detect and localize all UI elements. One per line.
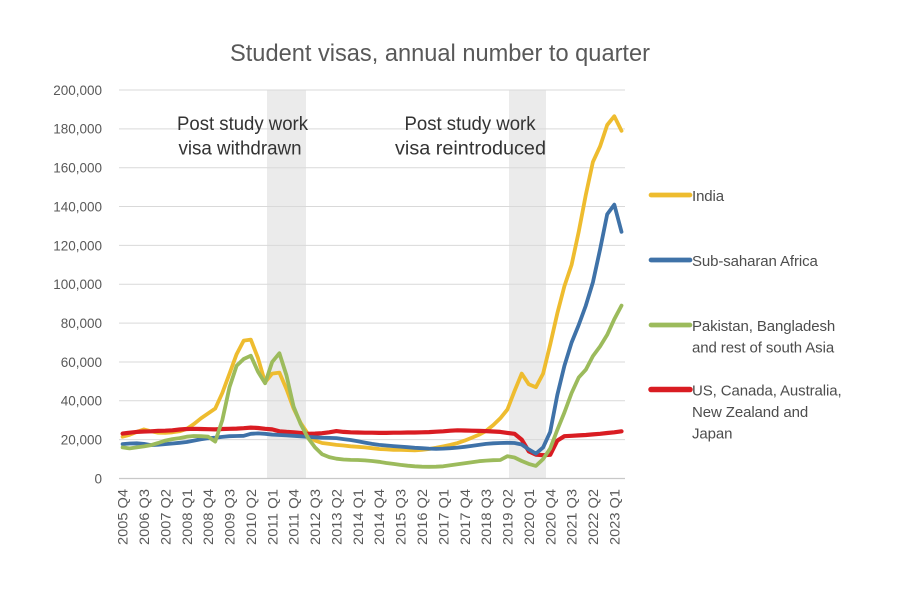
svg-text:80,000: 80,000: [61, 316, 102, 331]
svg-text:2013 Q2: 2013 Q2: [329, 489, 345, 545]
svg-text:2017 Q4: 2017 Q4: [457, 489, 473, 545]
svg-text:2007 Q2: 2007 Q2: [157, 489, 173, 545]
svg-text:2011 Q4: 2011 Q4: [286, 489, 302, 545]
svg-text:visa withdrawn: visa withdrawn: [179, 139, 302, 160]
svg-text:2010 Q2: 2010 Q2: [243, 489, 259, 545]
svg-text:2019 Q2: 2019 Q2: [500, 489, 516, 545]
svg-text:visa reintroduced: visa reintroduced: [395, 139, 546, 160]
svg-text:India: India: [692, 188, 725, 205]
svg-text:US, Canada, Australia,: US, Canada, Australia,: [692, 382, 842, 399]
svg-text:2018 Q3: 2018 Q3: [478, 489, 494, 545]
svg-text:2020 Q1: 2020 Q1: [521, 489, 537, 545]
svg-text:2008 Q1: 2008 Q1: [179, 489, 195, 545]
svg-text:2014 Q4: 2014 Q4: [371, 489, 387, 545]
svg-text:2016 Q2: 2016 Q2: [414, 489, 430, 545]
svg-text:and rest of south Asia: and rest of south Asia: [692, 339, 835, 356]
svg-text:2012 Q3: 2012 Q3: [307, 489, 323, 545]
svg-text:2014 Q1: 2014 Q1: [350, 489, 366, 545]
svg-text:2023 Q1: 2023 Q1: [606, 489, 622, 545]
svg-text:Post study work: Post study work: [177, 114, 308, 135]
svg-text:Japan: Japan: [692, 426, 732, 443]
svg-text:2006 Q3: 2006 Q3: [136, 489, 152, 545]
svg-text:Pakistan, Bangladesh: Pakistan, Bangladesh: [692, 318, 835, 335]
svg-text:120,000: 120,000: [53, 238, 102, 253]
svg-text:2020 Q4: 2020 Q4: [542, 489, 558, 545]
svg-text:200,000: 200,000: [53, 83, 102, 98]
svg-text:160,000: 160,000: [53, 161, 102, 176]
svg-text:40,000: 40,000: [61, 394, 102, 409]
svg-text:Post study work: Post study work: [405, 114, 536, 135]
svg-text:2008 Q4: 2008 Q4: [200, 489, 216, 545]
svg-text:2009 Q3: 2009 Q3: [222, 489, 238, 545]
svg-text:180,000: 180,000: [53, 122, 102, 137]
svg-text:2005 Q4: 2005 Q4: [115, 489, 131, 545]
svg-text:2022 Q2: 2022 Q2: [585, 489, 601, 545]
svg-text:20,000: 20,000: [61, 433, 102, 448]
svg-text:100,000: 100,000: [53, 277, 102, 292]
svg-text:0: 0: [94, 471, 102, 486]
svg-text:Student visas, annual number t: Student visas, annual number to quarter: [230, 40, 650, 67]
svg-text:60,000: 60,000: [61, 355, 102, 370]
svg-text:2015 Q3: 2015 Q3: [393, 489, 409, 545]
svg-text:Sub-saharan Africa: Sub-saharan Africa: [692, 253, 819, 270]
svg-text:140,000: 140,000: [53, 200, 102, 215]
svg-text:New Zealand and: New Zealand and: [692, 404, 808, 421]
svg-text:2021 Q3: 2021 Q3: [564, 489, 580, 545]
svg-text:2017 Q1: 2017 Q1: [435, 489, 451, 545]
svg-text:2011 Q1: 2011 Q1: [264, 489, 280, 545]
